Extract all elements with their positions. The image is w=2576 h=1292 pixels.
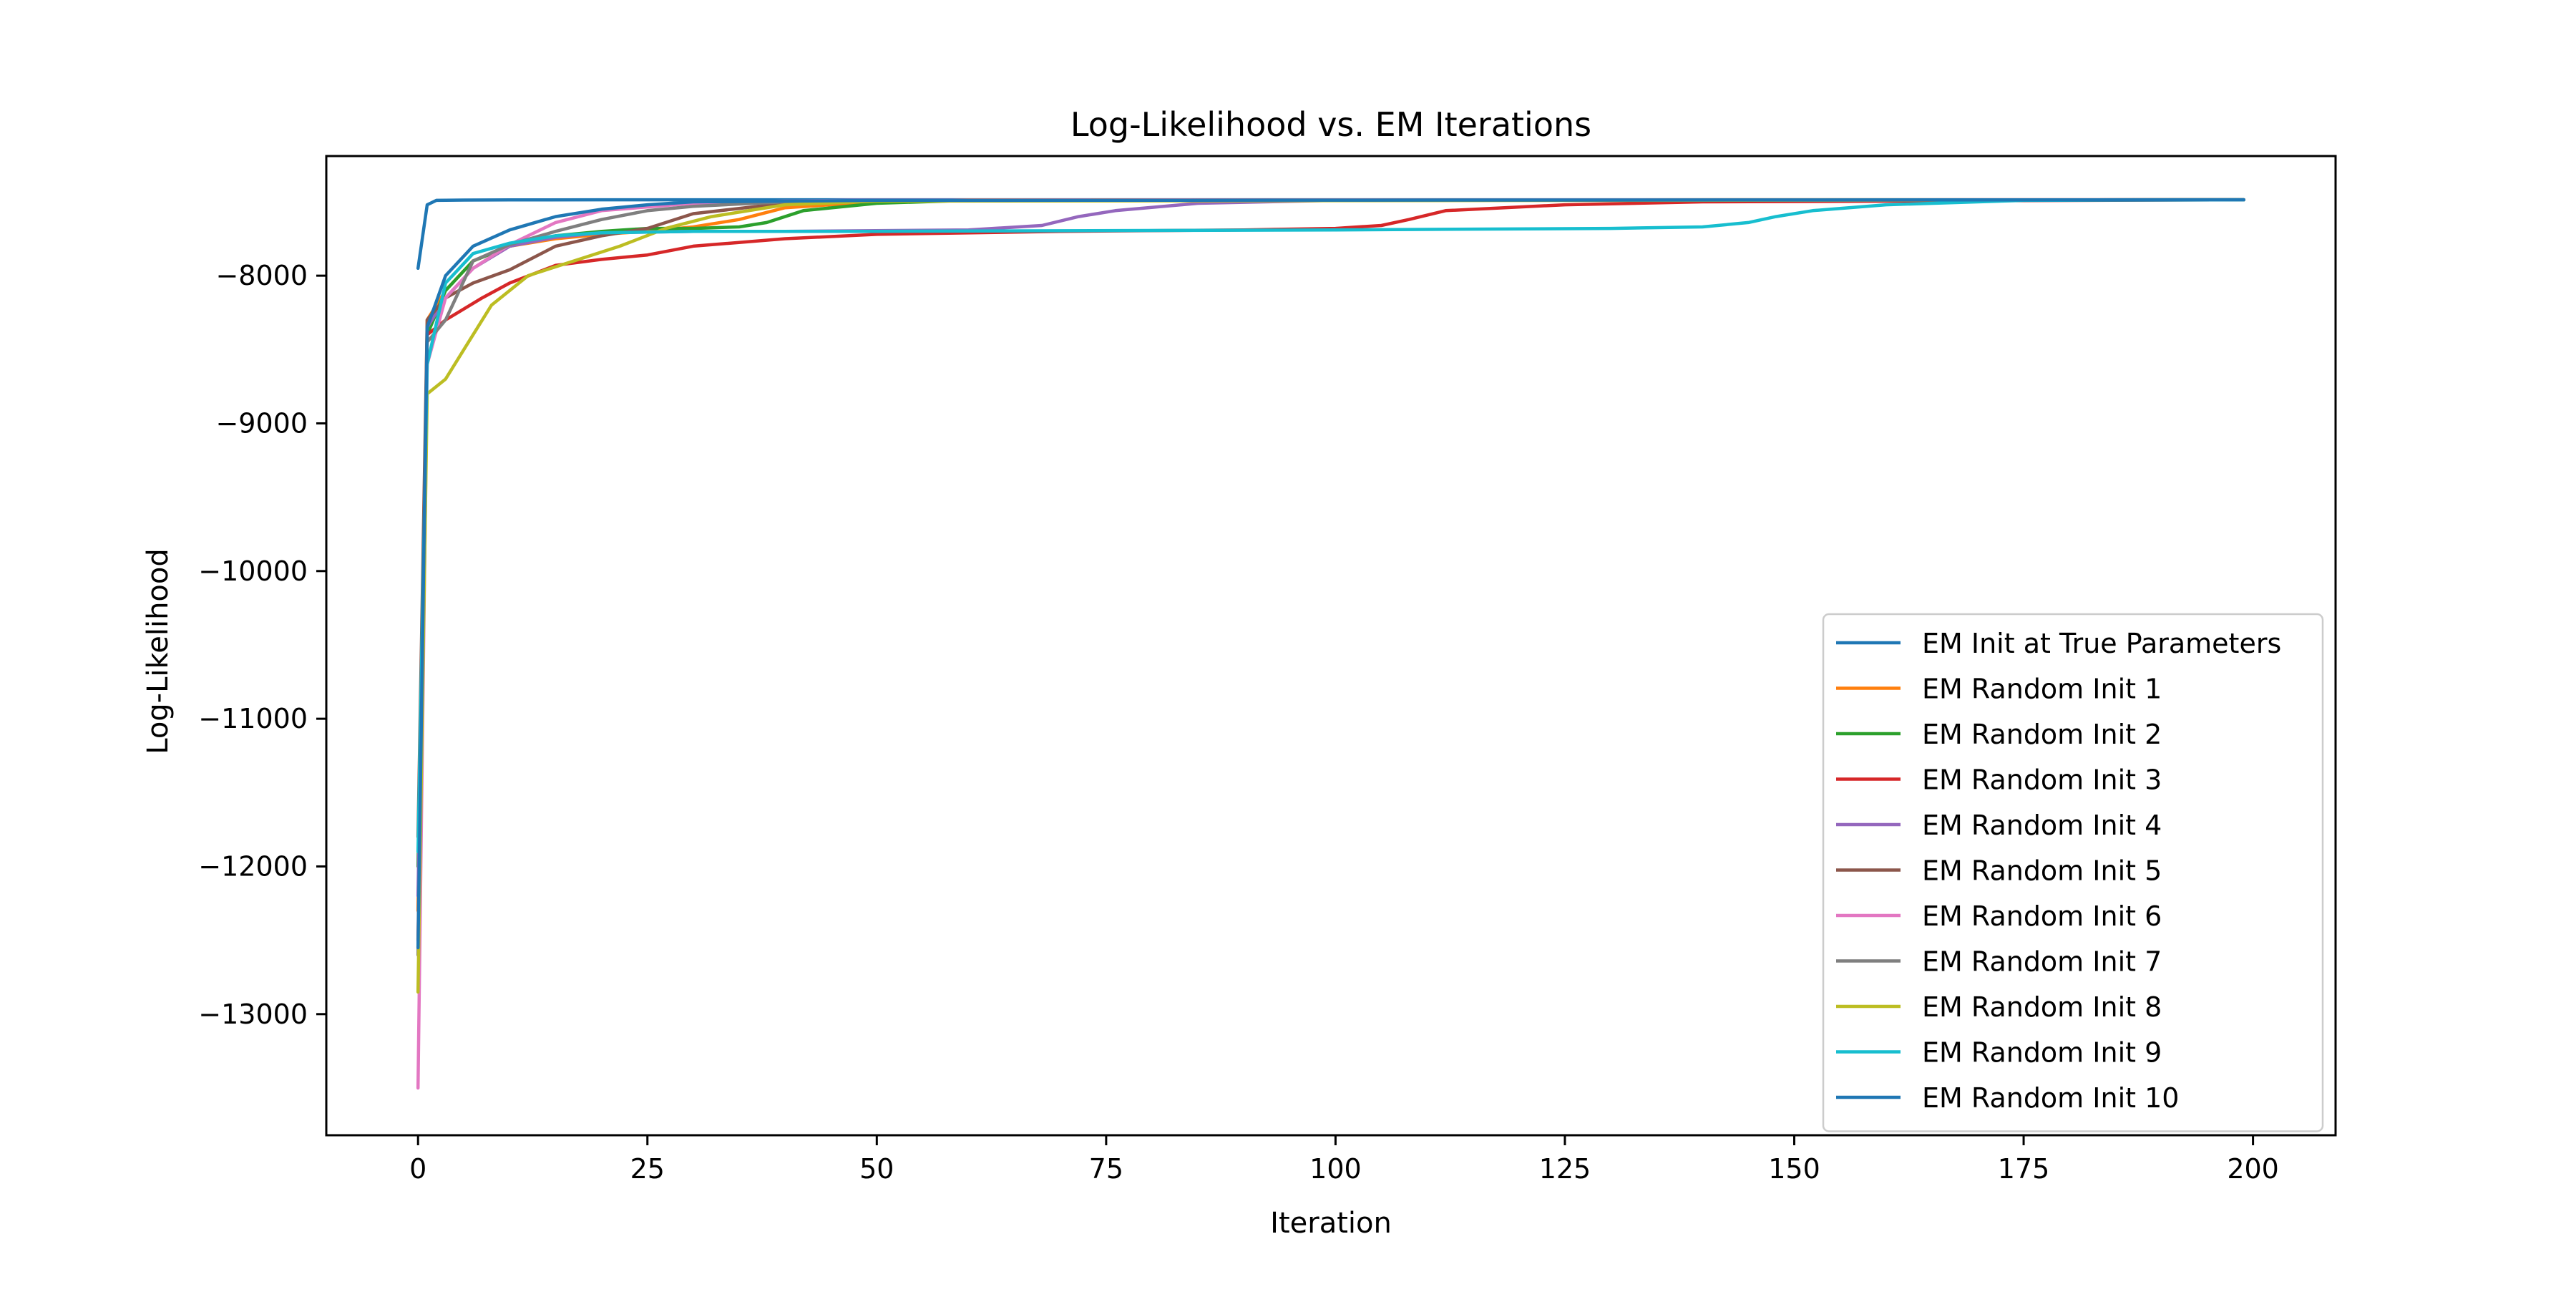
plot-frame <box>325 155 2337 1137</box>
x-tick-label: 175 <box>1998 1153 2050 1185</box>
y-tick-label: −10000 <box>198 555 308 587</box>
series-line-random-init-10 <box>416 198 2246 950</box>
series-line-random-init-3 <box>416 198 2246 942</box>
series-line-random-init-8 <box>416 198 2246 994</box>
y-axis-ticks: −13000 −12000 −11000 −10000 −9000 −8000 <box>198 260 326 1030</box>
legend-label: EM Random Init 10 <box>1922 1082 2179 1114</box>
legend-label: EM Random Init 7 <box>1922 946 2162 978</box>
legend-label: EM Random Init 4 <box>1922 810 2162 841</box>
legend-label: EM Random Init 1 <box>1922 674 2162 705</box>
y-tick-label: −11000 <box>198 703 308 734</box>
series-lines <box>416 198 2246 1090</box>
chart-title: Log-Likelihood vs. EM Iterations <box>1070 105 1591 144</box>
x-tick-label: 25 <box>630 1153 665 1185</box>
legend-box <box>1822 613 2324 1132</box>
legend-label: EM Random Init 3 <box>1922 764 2162 796</box>
x-tick-label: 50 <box>859 1153 894 1185</box>
y-tick-label: −8000 <box>215 260 308 291</box>
legend-label: EM Random Init 8 <box>1922 991 2162 1023</box>
x-tick-label: 125 <box>1539 1153 1591 1185</box>
series-line-random-init-9 <box>416 198 2246 854</box>
x-tick-label: 100 <box>1309 1153 1362 1185</box>
x-tick-label: 75 <box>1089 1153 1123 1185</box>
legend-label: EM Random Init 9 <box>1922 1037 2162 1069</box>
y-tick-label: −9000 <box>215 407 308 439</box>
y-tick-label: −12000 <box>198 850 308 882</box>
legend-label: EM Init at True Parameters <box>1922 628 2281 659</box>
legend-label: EM Random Init 2 <box>1922 719 2162 750</box>
legend: EM Init at True Parameters EM Random Init… <box>1822 613 2324 1132</box>
y-tick-label: −13000 <box>198 999 308 1030</box>
x-axis-label: Iteration <box>1270 1207 1392 1240</box>
x-tick-label: 0 <box>409 1153 426 1185</box>
x-tick-label: 150 <box>1768 1153 1820 1185</box>
legend-label: EM Random Init 6 <box>1922 900 2162 932</box>
legend-label: EM Random Init 5 <box>1922 855 2162 887</box>
y-axis-label: Log-Likelihood <box>142 548 175 754</box>
x-tick-label: 200 <box>2227 1153 2279 1185</box>
x-axis-ticks: 0 25 50 75 100 125 150 175 200 <box>409 1135 2279 1185</box>
